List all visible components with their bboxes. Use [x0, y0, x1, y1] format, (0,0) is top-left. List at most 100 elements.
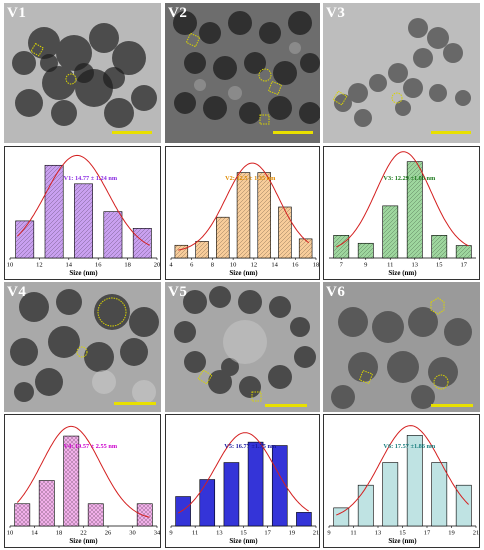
- histogram-v2: 4 6 8 10 12 14 16 18 Size (nm) V2: 12.5 ± 1.35 nm: [165, 146, 320, 280]
- x-tick-label: 7: [340, 262, 344, 269]
- panel-label-v3: V3: [326, 5, 346, 21]
- x-tick-label: 11: [192, 530, 198, 537]
- legend-label: V3: 12.29 ±1.06 nm: [383, 175, 436, 182]
- chart-svg: 7 9 11 13 15 17 Size (nm) V3: 12.29 ±1.06 nm: [323, 146, 480, 280]
- x-tick-label: 13: [375, 530, 382, 537]
- x-tick-label: 19: [448, 530, 455, 537]
- histogram-bar: [87, 503, 104, 527]
- x-axis-label: Size (nm): [69, 537, 98, 545]
- scale-bar: [273, 131, 313, 134]
- x-tick-label: 12: [251, 262, 258, 269]
- histogram-bar: [357, 242, 374, 259]
- scale-bar: [265, 404, 307, 407]
- tem-micrograph-v1: [4, 3, 161, 143]
- chart-frame: [4, 414, 161, 548]
- histogram-bar: [174, 244, 189, 259]
- x-tick-label: 17: [461, 262, 468, 269]
- x-tick-label: 16: [95, 262, 102, 269]
- tem-image-v4: V4: [4, 282, 161, 412]
- chart-svg: 9 11 13 15 17 19 21 Size (nm) V5: 16.77 ±1.75 nm: [165, 414, 320, 548]
- histogram-bar: [223, 462, 240, 527]
- x-tick-label: 30: [129, 530, 136, 537]
- legend-label: V4: 19.57 ± 2.55 nm: [64, 443, 118, 450]
- tem-image-v6: V6: [323, 282, 480, 412]
- histogram-bar: [247, 441, 264, 527]
- gaussian-fit-curve: [177, 432, 309, 514]
- x-axis-label: Size (nm): [69, 269, 98, 277]
- tem-micrograph-v6: [323, 282, 480, 412]
- histogram-bar: [74, 183, 93, 259]
- x-tick-label: 15: [240, 530, 247, 537]
- x-tick-label: 15: [436, 262, 443, 269]
- tem-micrograph-v5: [165, 282, 320, 412]
- scale-bar: [114, 402, 156, 405]
- histogram-bar: [132, 228, 152, 259]
- x-tick-label: 34: [154, 530, 161, 537]
- histogram-bar: [63, 435, 80, 527]
- histogram-bar: [406, 435, 423, 527]
- chart-frame: [165, 414, 320, 548]
- legend-label: V6: 17.57 ±1.86 nm: [383, 443, 436, 450]
- histogram-v3: 7 9 11 13 15 17 Size (nm) V3: 12.29 ±1.06 nm: [323, 146, 480, 280]
- histogram-bar: [38, 480, 55, 527]
- x-tick-label: 18: [56, 530, 63, 537]
- x-tick-label: 10: [7, 530, 14, 537]
- x-tick-label: 9: [169, 530, 172, 537]
- histogram-bar: [357, 484, 374, 527]
- gaussian-fit-curve: [17, 154, 150, 246]
- x-tick-label: 8: [211, 262, 214, 269]
- x-tick-label: 16: [292, 262, 299, 269]
- x-tick-label: 21: [473, 530, 480, 537]
- scale-bar: [112, 131, 152, 134]
- gaussian-fit-curve: [16, 425, 150, 518]
- histogram-bar: [175, 496, 191, 527]
- x-tick-label: 15: [399, 530, 406, 537]
- x-tick-label: 19: [289, 530, 296, 537]
- x-tick-label: 6: [190, 262, 194, 269]
- histogram-v1: 10 12 14 16 18 20 Size (nm) V1: 14.77 ± 1.24 nm: [4, 146, 161, 280]
- x-axis-label: Size (nm): [229, 537, 258, 545]
- histogram-bar: [271, 445, 288, 527]
- x-axis-label: Size (nm): [388, 537, 417, 545]
- x-tick-label: 14: [271, 262, 278, 269]
- x-tick-label: 13: [216, 530, 223, 537]
- tem-image-v1: V1: [4, 3, 161, 143]
- panel-label-v1: V1: [7, 5, 27, 21]
- chart-frame: [323, 414, 480, 548]
- panel-label-v5: V5: [168, 284, 188, 300]
- histogram-bar: [216, 216, 230, 259]
- chart-svg: 4 6 8 10 12 14 16 18 Size (nm) V2: 12.5 ± 1.35 nm: [165, 146, 320, 280]
- tem-micrograph-v3: [323, 3, 480, 143]
- histogram-bar: [257, 172, 271, 259]
- histogram-bar: [431, 235, 448, 259]
- histogram-bar: [44, 164, 64, 259]
- histogram-bar: [298, 238, 313, 259]
- x-tick-label: 14: [31, 530, 38, 537]
- x-tick-label: 20: [154, 262, 161, 269]
- chart-svg: 10 12 14 16 18 20 Size (nm) V1: 14.77 ± 1.24 nm: [4, 146, 161, 280]
- histogram-bar: [455, 484, 472, 527]
- histogram-bar: [236, 172, 251, 259]
- scale-bar: [431, 404, 473, 407]
- histogram-bar: [382, 205, 399, 259]
- chart-svg: 9 11 13 15 17 19 21 Size (nm) V6: 17.57 ±1.86 nm: [323, 414, 480, 548]
- histogram-bar: [455, 245, 472, 259]
- histogram-bar: [333, 507, 350, 527]
- tem-micrograph-v4: [4, 282, 161, 412]
- x-axis-label: Size (nm): [229, 269, 258, 277]
- histogram-v4: 10 14 18 22 26 30 34 Size (nm) V4: 19.57 ± 2.55 …: [4, 414, 161, 548]
- x-axis-label: Size (nm): [388, 269, 417, 277]
- legend-label: V2: 12.5 ± 1.35 nm: [225, 175, 276, 182]
- histogram-bar: [15, 220, 35, 259]
- x-tick-label: 10: [230, 262, 237, 269]
- x-tick-label: 10: [7, 262, 14, 269]
- x-tick-label: 11: [350, 530, 356, 537]
- histogram-bar: [382, 462, 399, 527]
- x-tick-label: 11: [387, 262, 393, 269]
- x-tick-label: 26: [105, 530, 112, 537]
- histogram-v6: 9 11 13 15 17 19 21 Size (nm) V6: 17.57 ±1.86 nm: [323, 414, 480, 548]
- histogram-bar: [199, 479, 216, 527]
- x-tick-label: 17: [424, 530, 431, 537]
- x-tick-label: 18: [124, 262, 131, 269]
- x-tick-label: 22: [80, 530, 87, 537]
